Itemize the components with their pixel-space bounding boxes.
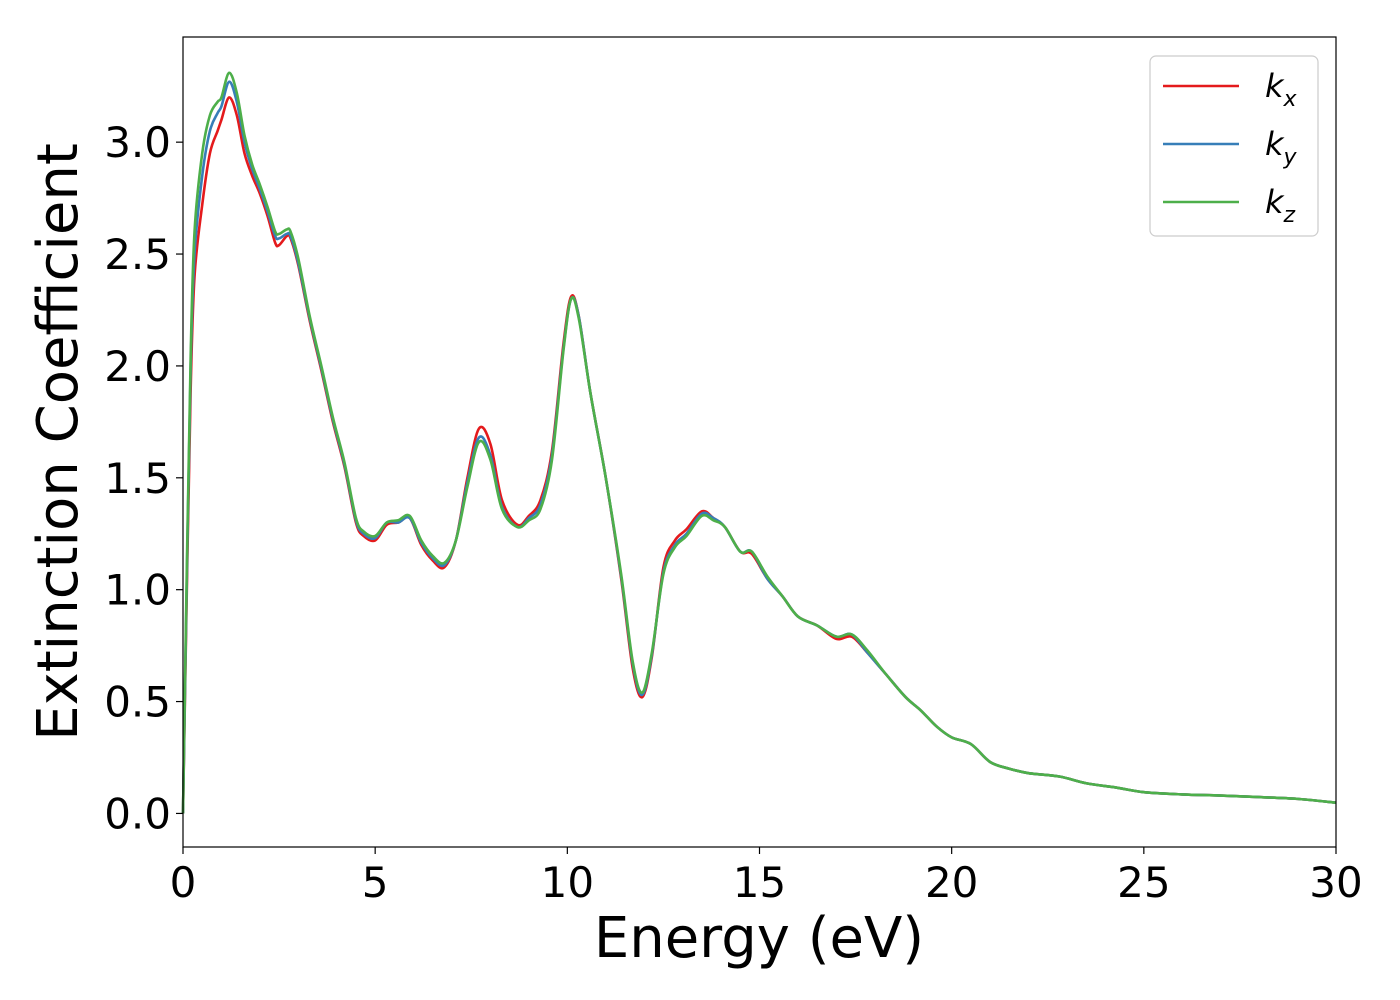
series-layer bbox=[181, 71, 1337, 814]
x-tick-label: 30 bbox=[1309, 858, 1362, 907]
legend-box bbox=[1149, 55, 1319, 237]
x-tick-label: 20 bbox=[925, 858, 978, 907]
y-tick-label: 1.5 bbox=[104, 454, 171, 503]
x-tick-label: 10 bbox=[541, 858, 594, 907]
x-tick-label: 25 bbox=[1117, 858, 1170, 907]
y-tick-label: 3.0 bbox=[104, 118, 171, 167]
y-axis-label: Extinction Coefficient bbox=[26, 143, 91, 741]
x-tick-label: 0 bbox=[170, 858, 197, 907]
y-tick-label: 2.0 bbox=[104, 342, 171, 391]
x-tick-label: 5 bbox=[362, 858, 389, 907]
x-tick-label: 15 bbox=[733, 858, 786, 907]
legend-label-kz: kz bbox=[1265, 183, 1296, 228]
y-tick-label: 0.5 bbox=[104, 678, 171, 727]
y-tick-label: 1.0 bbox=[104, 566, 171, 615]
y-tick-label: 2.5 bbox=[104, 230, 171, 279]
y-axis-ticks: 0.0 0.5 1.0 1.5 2.0 2.5 3.0 bbox=[104, 118, 183, 838]
x-axis-label: Energy (eV) bbox=[594, 906, 924, 971]
x-axis-ticks: 0 5 10 15 20 25 30 bbox=[170, 847, 1363, 907]
y-tick-label: 0.0 bbox=[104, 789, 171, 838]
series-line-kz bbox=[181, 71, 1337, 814]
